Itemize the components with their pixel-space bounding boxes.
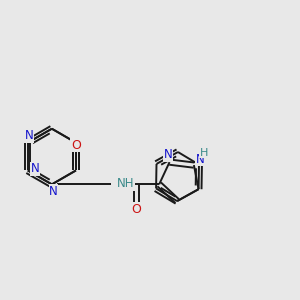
Text: NH: NH	[117, 177, 134, 190]
Text: N: N	[49, 185, 58, 198]
Text: O: O	[71, 139, 81, 152]
Text: H: H	[200, 148, 208, 158]
Text: N: N	[164, 148, 172, 161]
Text: N: N	[31, 162, 39, 175]
Text: N: N	[25, 129, 34, 142]
Text: O: O	[131, 203, 141, 216]
Text: N: N	[195, 153, 204, 166]
